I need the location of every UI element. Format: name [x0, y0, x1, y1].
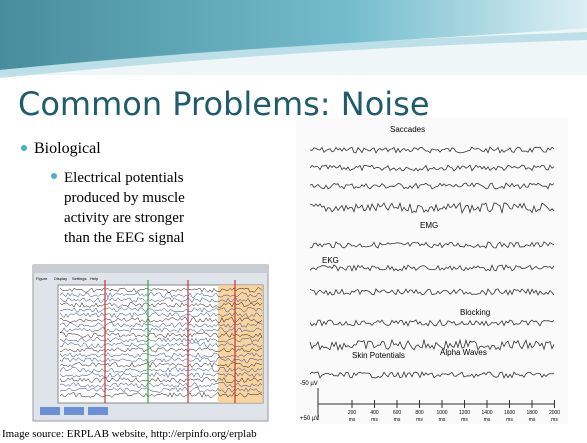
screenshot-button [88, 407, 108, 415]
time-unit: ms [371, 417, 378, 423]
menu-item: Display [54, 276, 67, 281]
sub-bullet-line: activity are stronger [64, 210, 184, 226]
time-unit: ms [416, 417, 423, 423]
slide-canvas: Common Problems: Noise Biological Electr… [0, 0, 587, 443]
time-tick-label: 1800 [526, 410, 537, 416]
time-tick-label: 400 [370, 410, 379, 416]
title: Common Problems: Noise [18, 85, 430, 123]
time-unit: ms [529, 417, 536, 423]
figure-panel [296, 118, 568, 426]
time-tick-label: 800 [415, 410, 424, 416]
time-tick-label: 2000 [549, 410, 560, 416]
bullet-dot [51, 173, 57, 179]
bullet: Biological [34, 140, 101, 157]
figure-label: Saccades [390, 125, 425, 134]
time-tick-label: 1400 [481, 410, 492, 416]
menu-item: Figure [36, 276, 48, 281]
figure-label: Skin Potentials [352, 351, 405, 360]
menu-item: Help [90, 276, 99, 281]
scale-label: +50 µV [300, 416, 319, 422]
screenshot-button [64, 407, 84, 415]
time-unit: ms [484, 417, 491, 423]
figure-label: Blocking [460, 308, 490, 317]
time-tick-label: 1000 [436, 410, 447, 416]
time-unit: ms [461, 417, 468, 423]
time-unit: ms [439, 417, 446, 423]
screenshot-button [40, 407, 60, 415]
sub-bullet-line: Electrical potentials [64, 170, 184, 186]
time-tick-label: 1200 [459, 410, 470, 416]
figure-label: EMG [420, 221, 438, 230]
bullet-dot [21, 145, 27, 151]
time-unit: ms [506, 417, 513, 423]
figure-label: Alpha Waves [440, 348, 487, 357]
sub-bullet-line: than the EEG signal [64, 230, 184, 246]
screenshot-titlebar [33, 265, 268, 273]
time-unit: ms [551, 417, 558, 423]
time-tick-label: 1600 [504, 410, 515, 416]
slide: Common Problems: Noise Biological Electr… [0, 0, 587, 443]
caption: Image source: ERPLAB website, http://erp… [2, 428, 257, 440]
scale-label: -50 µV [300, 381, 318, 387]
screenshot-highlight [218, 285, 263, 403]
time-tick-label: 200 [348, 410, 357, 416]
sub-bullet-line: produced by muscle [64, 190, 185, 206]
time-unit: ms [394, 417, 401, 423]
figure-label: EKG [322, 256, 339, 265]
time-tick-label: 600 [393, 410, 402, 416]
menu-item: Settings [72, 276, 86, 281]
time-unit: ms [349, 417, 356, 423]
